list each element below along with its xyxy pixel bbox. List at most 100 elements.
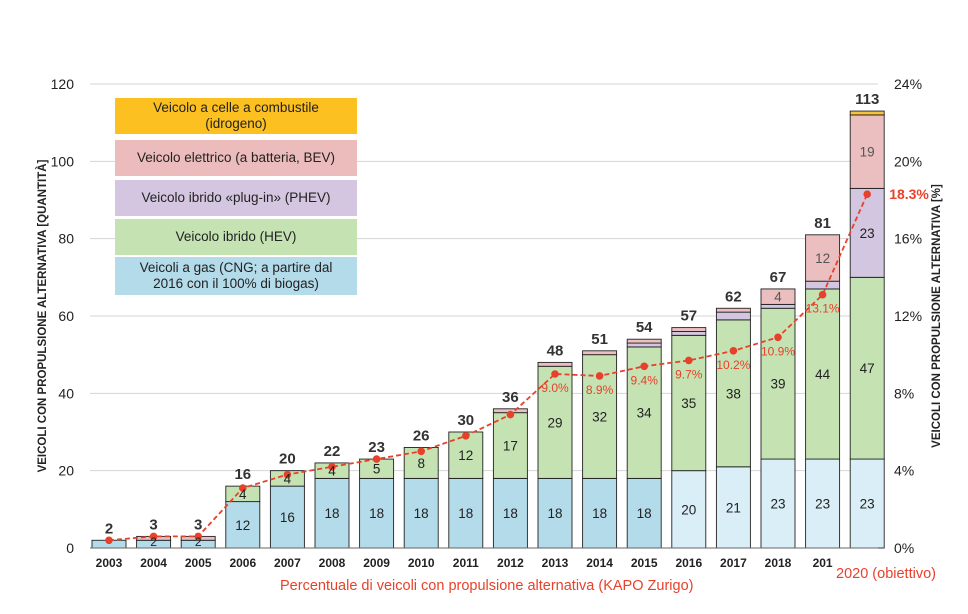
bar-segment	[359, 477, 395, 549]
bar-segment	[537, 361, 573, 367]
bar-segment	[492, 412, 528, 479]
percent-point	[105, 536, 113, 545]
percent-point	[194, 532, 202, 541]
percent-label: 9.0%	[541, 381, 569, 395]
bar-value-label: 29	[547, 415, 562, 430]
bar-total-label: 23	[368, 439, 385, 456]
bar-total-label: 30	[457, 412, 474, 429]
percent-point	[685, 356, 693, 365]
y-tick-label: 40	[58, 385, 74, 401]
x-tick-label: 2018	[765, 556, 792, 570]
x-tick-label: 2007	[274, 556, 301, 570]
bar-segment	[269, 485, 305, 549]
bar-segment	[582, 354, 618, 479]
y2-tick-label: 8%	[894, 385, 914, 401]
y2-tick-label: 20%	[894, 153, 922, 169]
legend-label: Veicoli a gas (CNG; a partire dal 2016 co…	[139, 260, 333, 291]
bar-value-label: 4	[774, 290, 782, 305]
bar-value-label: 17	[503, 439, 518, 454]
bar-segment	[537, 365, 573, 479]
legend-item: Veicolo ibrido (HEV)	[115, 219, 357, 255]
bar-value-label: 38	[726, 386, 741, 401]
legend-label: Veicolo elettrico (a batteria, BEV)	[136, 150, 336, 165]
bar-segment	[671, 331, 707, 336]
percent-line-path	[108, 193, 869, 542]
percent-label: 9.4%	[631, 373, 659, 387]
bar-total-label: 62	[725, 288, 742, 305]
x-tick-label: 2009	[363, 556, 390, 570]
y2-tick-label: 24%	[894, 76, 922, 92]
bar-value-label: 4	[328, 464, 336, 479]
x-tick-label: 2006	[229, 556, 256, 570]
legend-label: Veicolo ibrido «plug-in» (PHEV)	[141, 190, 331, 205]
bar-value-label: 34	[637, 406, 653, 421]
x-tick-label: 2008	[319, 556, 346, 570]
bar-segment	[626, 477, 662, 549]
x-tick-label: 2012	[497, 556, 524, 570]
percent-point	[149, 532, 158, 541]
bar-value-label: 23	[860, 497, 875, 512]
bar-value-label: 18	[324, 506, 339, 521]
bar-segment	[805, 288, 841, 460]
bar-total-label: 54	[636, 319, 653, 336]
bar-segment	[626, 342, 662, 348]
bar-total-label: 36	[502, 389, 519, 406]
percent-point	[506, 410, 515, 419]
bar-value-label: 18	[458, 506, 473, 521]
bar-value-label: 8	[417, 456, 425, 471]
bar-value-label: 4	[239, 487, 247, 502]
y2-tick-label: 4%	[894, 463, 914, 479]
percent-label: 10.9%	[761, 344, 795, 358]
bar-value-label: 39	[770, 377, 785, 392]
bar-total-label: 22	[324, 443, 341, 460]
legend-label: Veicolo a celle a combustile (idrogeno)	[153, 100, 319, 131]
percent-label: 10.2%	[716, 358, 750, 372]
bar-total-label: 20	[279, 451, 296, 468]
bar-total-label: 81	[814, 215, 831, 232]
bar-value-label: 32	[592, 410, 607, 425]
percent-point	[640, 362, 648, 371]
legend-item: Veicolo a celle a combustile (idrogeno)	[115, 98, 357, 134]
percent-point	[595, 372, 604, 380]
bar-value-label: 18	[414, 506, 429, 521]
legend-item: Veicolo elettrico (a batteria, BEV)	[115, 140, 357, 176]
bar-segment	[537, 477, 573, 549]
bar-segment	[715, 307, 751, 313]
axes: 0 20 40 60 80 100 120 0% 4% 8% 12% 16% 20% 24% VEICOLI…	[36, 76, 943, 556]
y-tick-label: 120	[51, 76, 75, 92]
bar-value-label: 2	[150, 535, 157, 549]
bar-total-label: 3	[194, 516, 202, 533]
bar-value-label: 4	[284, 471, 292, 486]
bar-segment	[715, 319, 751, 468]
bar-segment	[849, 276, 885, 460]
legend-item: Veicolo ibrido «plug-in» (PHEV)	[115, 180, 357, 216]
labels: 2200323200423200512416200616420200718422…	[96, 91, 936, 582]
x-tick-label: 2020 (obiettivo)	[836, 566, 936, 582]
bar-segment	[760, 307, 796, 460]
bar-segment	[805, 280, 841, 290]
bar-segment	[760, 303, 796, 309]
y2-axis-title: VEICOLI CON PROPULSIONE ALTERNATIVA [%]	[931, 184, 943, 448]
bar-total-label: 2	[105, 520, 113, 537]
bar-segment	[403, 477, 439, 549]
percent-point	[863, 190, 871, 198]
bar-value-label: 5	[373, 462, 381, 477]
caption-text: Percentuale di veicoli con propulsione a…	[280, 578, 694, 594]
bars	[91, 110, 885, 549]
bar-value-label: 18	[637, 506, 652, 521]
bar-segment	[849, 110, 885, 116]
legend-item: Veicoli a gas (CNG; a partire dal 2016 co…	[115, 257, 357, 295]
bar-value-label: 12	[235, 518, 250, 533]
y-tick-label: 100	[51, 153, 75, 169]
x-tick-label: 2005	[185, 556, 212, 570]
bar-value-label: 18	[369, 506, 384, 521]
bar-segment	[805, 458, 841, 549]
bar-segment	[715, 466, 751, 549]
bar-value-label: 23	[815, 497, 830, 512]
y-axis-title: VEICOLI CON PROPULSIONE ALTERNATIVA [QUA…	[36, 159, 49, 472]
x-tick-label: 2013	[542, 556, 569, 570]
y-tick-label: 0	[66, 540, 74, 556]
bar-value-label: 21	[726, 500, 741, 515]
percent-label: 9.7%	[675, 367, 703, 381]
